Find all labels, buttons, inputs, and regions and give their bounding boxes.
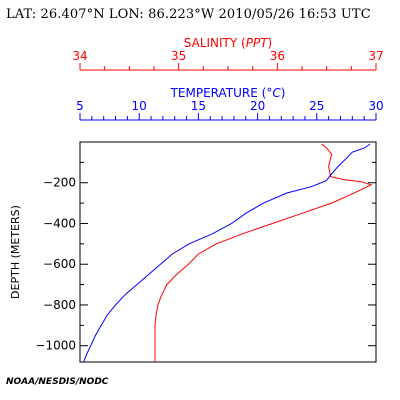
header-info: LAT: 26.407°N LON: 86.223°W 2010/05/26 1… <box>6 7 371 22</box>
temperature-profile-line <box>83 143 371 363</box>
salinity-tick-label: 36 <box>270 49 285 63</box>
footer-credit: NOAA/NESDIS/NODC <box>6 377 109 387</box>
plot-area <box>79 141 377 363</box>
temperature-tick-label: 20 <box>250 99 265 113</box>
depth-tick-label: −400 <box>43 216 76 230</box>
temperature-tick-label: 15 <box>191 99 206 113</box>
depth-tick-label: −1000 <box>35 339 76 353</box>
depth-tick-label: −600 <box>43 257 76 271</box>
depth-axis: −200 −400 −600 −800 −1000 DEPTH (METERS) <box>9 161 376 353</box>
salinity-profile-line <box>154 143 373 362</box>
salinity-tick-label: 35 <box>171 49 186 63</box>
temperature-tick-label: 30 <box>368 99 383 113</box>
temperature-tick-label: 25 <box>309 99 324 113</box>
salinity-tick-label: 34 <box>72 49 87 63</box>
depth-axis-title: DEPTH (METERS) <box>9 205 22 299</box>
depth-tick-label: −800 <box>43 298 76 312</box>
temperature-axis: 5 10 15 20 25 30 TEMPERATURE (°C) <box>76 86 384 121</box>
temperature-tick-label: 5 <box>76 99 84 113</box>
salinity-axis-title: SALINITY (PPT) <box>184 36 272 50</box>
depth-tick-label: −200 <box>43 176 76 190</box>
ctd-profile-chart: 34 35 36 37 SALINITY (PPT) 5 10 15 20 25 30 TEMPER… <box>9 36 384 363</box>
salinity-axis: 34 35 36 37 SALINITY (PPT) <box>72 36 384 71</box>
salinity-tick-label: 37 <box>368 49 383 63</box>
temperature-tick-label: 10 <box>132 99 147 113</box>
temperature-axis-title: TEMPERATURE (°C) <box>170 86 286 100</box>
plot-frame <box>79 141 377 363</box>
